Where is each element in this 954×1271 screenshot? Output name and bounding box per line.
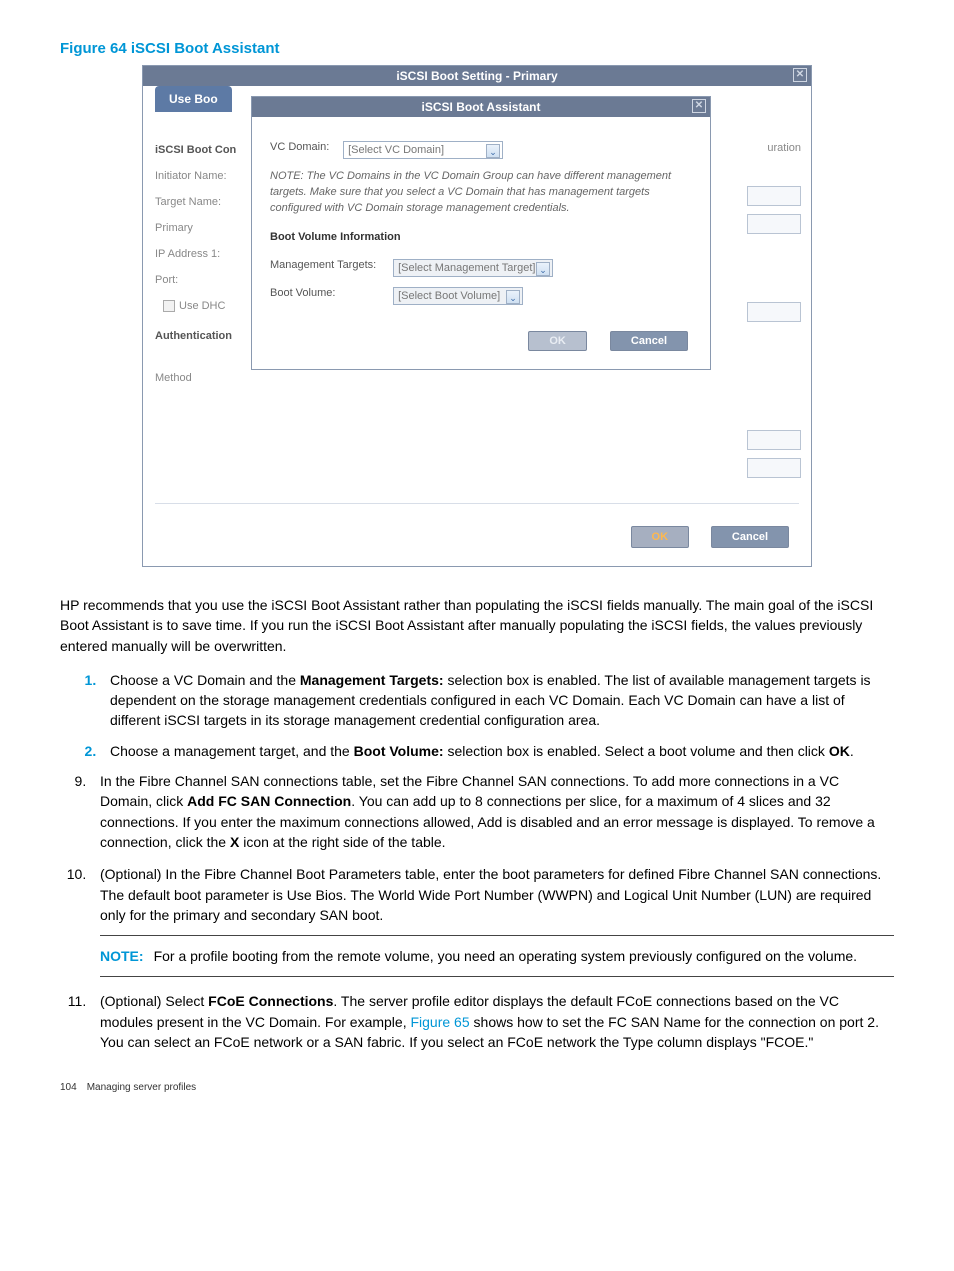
text-bold: Management Targets:: [300, 672, 444, 688]
inner-dialog-body: VC Domain: [Select VC Domain] ⌄ NOTE: Th…: [252, 117, 710, 369]
mgmt-targets-label: Management Targets:: [270, 259, 390, 271]
outer-dialog-body: Use Boo iSCSI Boot Con Initiator Name: T…: [143, 86, 811, 566]
inner-note-text: NOTE: The VC Domains in the VC Domain Gr…: [270, 169, 692, 217]
text-fragment: selection box is enabled. Select a boot …: [444, 743, 829, 759]
right-fragment-text: uration: [767, 142, 801, 154]
label-target: Target Name:: [155, 196, 251, 208]
mgmt-targets-row: Management Targets: [Select Management T…: [270, 259, 692, 277]
use-dhcp-label: Use DHC: [179, 300, 225, 312]
figure-link[interactable]: Figure 65: [410, 1014, 469, 1030]
left-panel: iSCSI Boot Con Initiator Name: Target Na…: [143, 86, 251, 566]
boot-volume-select[interactable]: [Select Boot Volume] ⌄: [393, 287, 523, 305]
text-bold: X: [230, 834, 239, 850]
page-number: 104: [60, 1082, 77, 1093]
outer-button-row: OK Cancel: [613, 526, 789, 548]
list-item: In the Fibre Channel SAN connections tab…: [94, 771, 894, 852]
boot-volume-row: Boot Volume: [Select Boot Volume] ⌄: [270, 287, 692, 305]
ok-button[interactable]: OK: [631, 526, 690, 548]
note-label: NOTE:: [100, 948, 144, 964]
note-body: For a profile booting from the remote vo…: [154, 948, 858, 964]
list-item: (Optional) Select FCoE Connections. The …: [94, 991, 894, 1052]
chevron-down-icon[interactable]: ⌄: [486, 144, 500, 158]
text-fragment: (Optional) In the Fibre Channel Boot Par…: [100, 866, 881, 923]
ghost-input[interactable]: [747, 214, 801, 234]
boot-volume-value: [Select Boot Volume]: [398, 290, 500, 302]
right-ghost-inputs: [747, 186, 801, 486]
inner-dialog-title: iSCSI Boot Assistant ✕: [252, 97, 710, 117]
text-fragment: icon at the right side of the table.: [239, 834, 445, 850]
label-initiator: Initiator Name:: [155, 170, 251, 182]
chevron-down-icon[interactable]: ⌄: [506, 290, 520, 304]
note-block: NOTE: For a profile booting from the remo…: [100, 935, 894, 977]
sub-list: Choose a VC Domain and the Management Ta…: [60, 670, 894, 761]
body-paragraph: HP recommends that you use the iSCSI Boo…: [60, 595, 894, 656]
chevron-down-icon[interactable]: ⌄: [536, 262, 550, 276]
outer-dialog-title: iSCSI Boot Setting - Primary ✕: [143, 66, 811, 86]
close-icon[interactable]: ✕: [793, 68, 807, 82]
mgmt-targets-select[interactable]: [Select Management Target] ⌄: [393, 259, 553, 277]
main-list: In the Fibre Channel SAN connections tab…: [60, 771, 894, 1052]
inner-button-row: OK Cancel: [270, 315, 692, 355]
outer-title-text: iSCSI Boot Setting - Primary: [396, 69, 557, 83]
list-item: Choose a management target, and the Boot…: [104, 741, 894, 761]
cancel-button[interactable]: Cancel: [610, 331, 688, 351]
label-method: Method: [155, 372, 251, 384]
vc-domain-row: VC Domain: [Select VC Domain] ⌄: [270, 141, 692, 159]
text-fragment: Choose a management target, and the: [110, 743, 354, 759]
ok-button[interactable]: OK: [528, 331, 587, 351]
inner-title-text: iSCSI Boot Assistant: [422, 100, 541, 114]
vc-domain-value: [Select VC Domain]: [348, 144, 444, 156]
vc-domain-select[interactable]: [Select VC Domain] ⌄: [343, 141, 503, 159]
text-bold: FCoE Connections: [208, 993, 333, 1009]
mgmt-targets-value: [Select Management Target]: [398, 262, 535, 274]
label-port: Port:: [155, 274, 251, 286]
figure-caption: Figure 64 iSCSI Boot Assistant: [60, 40, 894, 57]
close-icon[interactable]: ✕: [692, 99, 706, 113]
left-heading: iSCSI Boot Con: [155, 144, 251, 156]
page-footer: 104 Managing server profiles: [60, 1082, 894, 1093]
checkbox-use-dhcp[interactable]: Use DHC: [155, 300, 251, 312]
text-bold: Boot Volume:: [354, 743, 444, 759]
screenshot-frame: iSCSI Boot Setting - Primary ✕ Use Boo i…: [142, 65, 812, 567]
ghost-input[interactable]: [747, 430, 801, 450]
label-authentication: Authentication: [155, 330, 251, 342]
text-fragment: Choose a VC Domain and the: [110, 672, 300, 688]
boot-volume-heading: Boot Volume Information: [270, 231, 692, 243]
footer-section: Managing server profiles: [87, 1082, 197, 1093]
inner-dialog: iSCSI Boot Assistant ✕ VC Domain: [Selec…: [251, 96, 711, 370]
list-item: Choose a VC Domain and the Management Ta…: [104, 670, 894, 731]
text-fragment: (Optional) Select: [100, 993, 208, 1009]
ghost-input[interactable]: [747, 458, 801, 478]
text-bold: Add FC SAN Connection: [187, 793, 351, 809]
ghost-input[interactable]: [747, 302, 801, 322]
label-primary: Primary: [155, 222, 251, 234]
text-fragment: .: [850, 743, 854, 759]
ghost-input[interactable]: [747, 186, 801, 206]
cancel-button[interactable]: Cancel: [711, 526, 789, 548]
text-bold: OK: [829, 743, 850, 759]
boot-volume-label: Boot Volume:: [270, 287, 390, 299]
list-item: (Optional) In the Fibre Channel Boot Par…: [94, 864, 894, 977]
checkbox-icon[interactable]: [163, 300, 175, 312]
label-ip1: IP Address 1:: [155, 248, 251, 260]
vc-domain-label: VC Domain:: [270, 141, 340, 153]
